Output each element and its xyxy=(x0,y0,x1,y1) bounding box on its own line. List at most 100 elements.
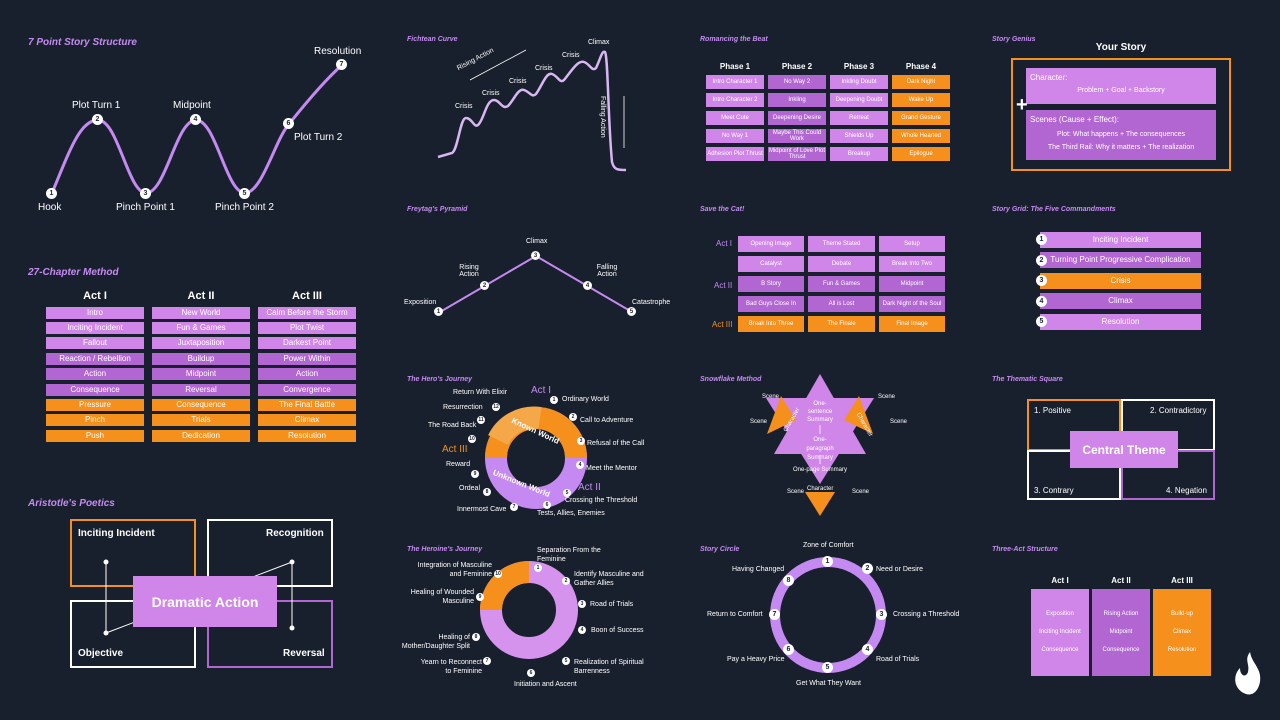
ch27-cell: Trials xyxy=(152,414,250,426)
stc-cell: B Story xyxy=(738,276,804,292)
fp-catastrophe: Catastrophe xyxy=(632,299,671,306)
sg5-item-2: Turning Point Progressive Complication xyxy=(1040,252,1201,268)
hj-step-1: Ordinary World xyxy=(562,396,609,403)
ch27-cell: Action xyxy=(46,368,144,380)
ta-item: Consequence xyxy=(1041,647,1079,653)
sp-num-7: 7 xyxy=(336,59,347,70)
story-grid-title: Story Grid: The Five Commandments xyxy=(992,206,1116,213)
hn-num-8: 8 xyxy=(472,633,480,641)
sc-step-4: Road of Trials xyxy=(876,656,920,663)
ta-act-3-box: Build-up Climax Resolution xyxy=(1153,589,1211,676)
stc-act-1: Act I xyxy=(716,239,733,248)
thematic-title: The Thematic Square xyxy=(992,376,1063,383)
ch27-cell: Reversal xyxy=(152,384,250,396)
rb-phase-4-head: Phase 4 xyxy=(905,62,937,71)
rb-cell: Midpoint of Love Plot Thrust xyxy=(768,147,826,161)
rb-cell: Deepening Desire xyxy=(768,111,826,125)
ch27-cell: Action xyxy=(258,368,356,380)
ch27-cell: Fallout xyxy=(46,337,144,349)
ta-item: Build-up xyxy=(1170,611,1193,617)
hj-num-2: 2 xyxy=(569,413,577,421)
ch27-cell: Convergence xyxy=(258,384,356,396)
heroine-title: The Heroine's Journey xyxy=(407,546,483,553)
rb-cell: Epilogue xyxy=(892,147,950,161)
sc-num-7: 7 xyxy=(769,609,780,620)
rb-cell: Adhesion Plot Thrust xyxy=(706,147,764,161)
hn-num-7: 7 xyxy=(483,657,491,665)
ta-act-1-head: Act I xyxy=(1051,576,1069,585)
ch27-cell: Push xyxy=(46,430,144,442)
sg5-num-4: 4 xyxy=(1036,296,1047,307)
sp-num-3: 3 xyxy=(140,188,151,199)
fp-num-5: 5 xyxy=(627,307,636,316)
stc-cell: The Finale xyxy=(808,316,875,332)
sg5-item-4: Climax xyxy=(1040,293,1201,309)
ap-recognition: Recognition xyxy=(266,528,324,539)
sp-num-1: 1 xyxy=(46,188,57,199)
rb-cell: Dark Night xyxy=(892,75,950,89)
romancing-title: Romancing the Beat xyxy=(700,36,768,43)
fc-crisis-3: Crisis xyxy=(509,78,527,85)
sg-character-text: Problem + Goal + Backstory xyxy=(1077,87,1165,94)
ch27-cell: Power Within xyxy=(258,353,356,365)
stc-cell: Catalyst xyxy=(738,256,804,272)
hj-step-9: Reward xyxy=(446,461,471,468)
sg-scenes-line-2: The Third Rail: Why it matters + The rea… xyxy=(1047,144,1195,151)
ta-act-2-head: Act II xyxy=(1111,576,1131,585)
fp-num-3: 3 xyxy=(531,251,540,260)
rb-cell: Breakup xyxy=(830,147,888,161)
sg-character-head: Character: xyxy=(1030,73,1068,82)
stc-cell: Midpoint xyxy=(879,276,945,292)
sg5-num-1: 1 xyxy=(1036,234,1047,245)
hj-step-11: Resurrection xyxy=(443,404,483,411)
fp-num-1: 1 xyxy=(434,307,443,316)
ts-contrary: 3. Contrary xyxy=(1034,486,1074,495)
ch27-cell: Inciting Incident xyxy=(46,322,144,334)
fc-crisis-1: Crisis xyxy=(455,103,473,110)
sc-num-4: 4 xyxy=(862,644,873,655)
sc-num-5: 5 xyxy=(822,662,833,673)
hj-step-2: Call to Adventure xyxy=(580,417,634,424)
stc-act-2: Act II xyxy=(714,281,733,290)
sp-label-resolution: Resolution xyxy=(314,46,362,57)
hj-num-1: 1 xyxy=(550,396,558,404)
ch27-cell: Fun & Games xyxy=(152,322,250,334)
fp-rising: Rising Action xyxy=(459,264,479,278)
hj-num-8: 8 xyxy=(483,488,491,496)
sc-num-6: 6 xyxy=(783,644,794,655)
stc-cell: Final Image xyxy=(879,316,945,332)
sc-step-6: Pay a Heavy Price xyxy=(727,656,785,663)
sg-character-box: Character: Problem + Goal + Backstory xyxy=(1026,68,1216,104)
sf-scene-6: Scene xyxy=(852,489,870,495)
sc-num-8: 8 xyxy=(783,575,794,586)
ch27-cell: Dedication xyxy=(152,430,250,442)
stc-cell: Bad Guys Close In xyxy=(738,296,804,312)
sc-step-3: Crossing a Threshold xyxy=(893,611,960,618)
hj-num-5: 5 xyxy=(563,489,571,497)
sp-num-4: 4 xyxy=(190,114,201,125)
ta-item: Consequence xyxy=(1102,647,1140,653)
fp-num-4: 4 xyxy=(583,281,592,290)
fc-crisis-5: Crisis xyxy=(562,52,580,59)
rb-cell: Inkling xyxy=(768,93,826,107)
hn-num-4: 4 xyxy=(578,626,586,634)
sp-label-midpoint: Midpoint xyxy=(173,100,211,111)
sg-scenes-head: Scenes (Cause + Effect): xyxy=(1030,115,1120,124)
sc-num-2: 2 xyxy=(862,563,873,574)
ch27-cell: Climax xyxy=(258,414,356,426)
hj-act-2: Act II xyxy=(578,482,601,493)
hj-step-7: Innermost Cave xyxy=(457,506,507,513)
hn-num-3: 3 xyxy=(578,600,586,608)
ts-central-theme: Central Theme xyxy=(1070,431,1178,468)
ch27-cell: Pinch xyxy=(46,414,144,426)
sg-scenes-line-1: Plot: What happens + The consequences xyxy=(1056,131,1186,138)
freytag-title: Freytag's Pyramid xyxy=(407,206,468,213)
ch27-cell: Resolution xyxy=(258,430,356,442)
fc-crisis-2: Crisis xyxy=(482,90,500,97)
sc-step-7: Return to Comfort xyxy=(707,611,763,618)
hj-num-7: 7 xyxy=(510,503,518,511)
ch27-act-1-head: Act I xyxy=(83,290,107,302)
rb-cell: Meet Cute xyxy=(706,111,764,125)
story-genius-title: Story Genius xyxy=(992,36,1036,43)
rb-phase-2-head: Phase 2 xyxy=(781,62,813,71)
